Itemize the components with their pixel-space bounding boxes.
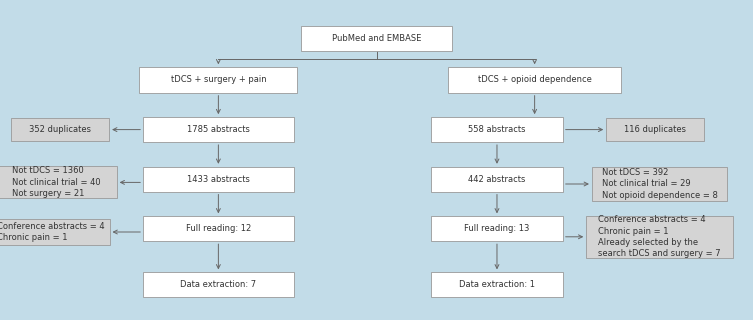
FancyBboxPatch shape: [0, 219, 110, 245]
Text: 116 duplicates: 116 duplicates: [624, 125, 686, 134]
Text: 1785 abstracts: 1785 abstracts: [187, 125, 250, 134]
Text: Data extraction: 1: Data extraction: 1: [459, 280, 535, 289]
FancyBboxPatch shape: [592, 167, 727, 201]
FancyBboxPatch shape: [139, 67, 297, 93]
Text: Conference abstracts = 4
Chronic pain = 1: Conference abstracts = 4 Chronic pain = …: [0, 222, 105, 242]
FancyBboxPatch shape: [431, 272, 563, 297]
Text: tDCS + opioid dependence: tDCS + opioid dependence: [477, 76, 592, 84]
FancyBboxPatch shape: [143, 216, 294, 241]
FancyBboxPatch shape: [431, 117, 563, 142]
Text: tDCS + surgery + pain: tDCS + surgery + pain: [171, 76, 266, 84]
Text: 1433 abstracts: 1433 abstracts: [187, 175, 250, 184]
Text: Not tDCS = 1360
Not clinical trial = 40
Not surgery = 21: Not tDCS = 1360 Not clinical trial = 40 …: [12, 166, 101, 198]
FancyBboxPatch shape: [448, 67, 621, 93]
FancyBboxPatch shape: [143, 167, 294, 192]
FancyBboxPatch shape: [143, 117, 294, 142]
FancyBboxPatch shape: [0, 166, 117, 198]
Text: Data extraction: 7: Data extraction: 7: [180, 280, 257, 289]
FancyBboxPatch shape: [606, 118, 704, 141]
FancyBboxPatch shape: [143, 272, 294, 297]
FancyBboxPatch shape: [431, 216, 563, 241]
FancyBboxPatch shape: [431, 167, 563, 192]
Text: 558 abstracts: 558 abstracts: [468, 125, 526, 134]
Text: Conference abstracts = 4
Chronic pain = 1
Already selected by the
search tDCS an: Conference abstracts = 4 Chronic pain = …: [599, 215, 721, 259]
FancyBboxPatch shape: [11, 118, 109, 141]
FancyBboxPatch shape: [301, 26, 452, 51]
Text: 352 duplicates: 352 duplicates: [29, 125, 91, 134]
FancyBboxPatch shape: [586, 216, 733, 258]
Text: PubMed and EMBASE: PubMed and EMBASE: [332, 34, 421, 43]
Text: Full reading: 12: Full reading: 12: [186, 224, 251, 233]
Text: 442 abstracts: 442 abstracts: [468, 175, 526, 184]
Text: Not tDCS = 392
Not clinical trial = 29
Not opioid dependence = 8: Not tDCS = 392 Not clinical trial = 29 N…: [602, 168, 718, 200]
Text: Full reading: 13: Full reading: 13: [465, 224, 529, 233]
